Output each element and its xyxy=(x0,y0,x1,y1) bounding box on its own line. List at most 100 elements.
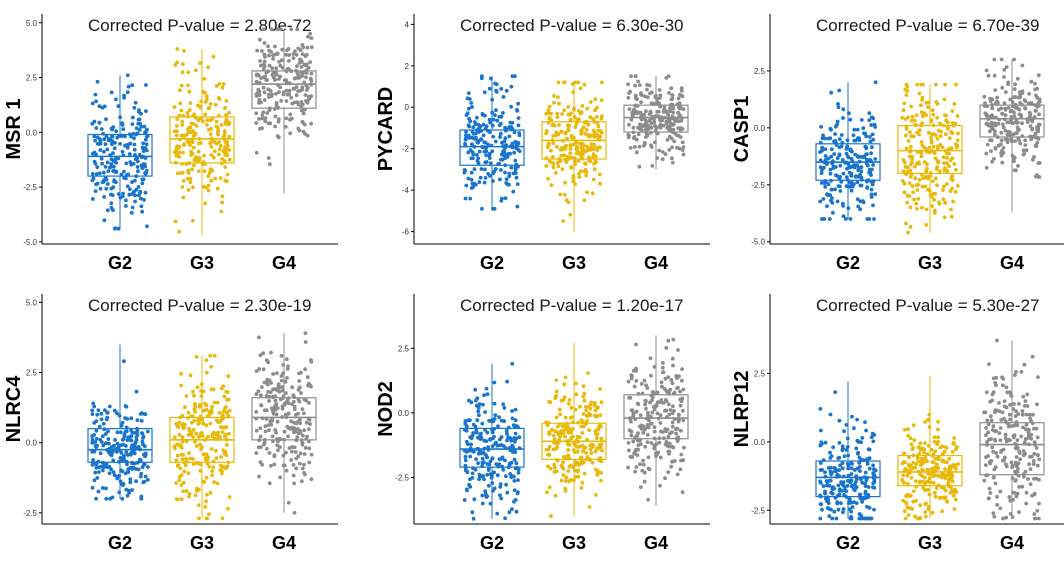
data-point xyxy=(117,490,122,495)
data-point xyxy=(649,145,654,149)
data-point xyxy=(209,136,214,141)
data-point xyxy=(190,137,195,142)
data-point xyxy=(194,431,199,436)
data-point xyxy=(100,161,104,166)
data-point xyxy=(92,134,97,139)
data-point xyxy=(303,367,307,372)
data-point xyxy=(992,132,997,137)
data-point xyxy=(1033,442,1037,447)
data-point xyxy=(217,82,222,86)
data-point xyxy=(471,125,476,130)
data-point xyxy=(119,172,124,177)
data-point xyxy=(827,514,832,518)
data-point xyxy=(629,74,633,79)
data-point xyxy=(1010,424,1015,428)
data-point xyxy=(254,428,259,433)
data-point xyxy=(993,146,998,151)
data-point xyxy=(562,382,567,387)
data-point xyxy=(828,450,832,455)
data-point xyxy=(485,472,490,477)
data-point xyxy=(102,170,106,175)
data-point xyxy=(642,123,647,128)
data-point xyxy=(99,156,104,161)
data-point xyxy=(469,442,473,447)
data-point xyxy=(130,488,135,492)
data-point xyxy=(941,123,946,128)
data-point xyxy=(950,479,955,484)
data-point xyxy=(679,88,684,93)
data-point xyxy=(498,131,503,136)
data-point xyxy=(195,385,200,389)
data-point xyxy=(513,170,517,175)
data-point xyxy=(999,418,1004,422)
data-point xyxy=(92,433,97,437)
data-point xyxy=(271,75,276,80)
data-point xyxy=(627,448,631,453)
data-point xyxy=(203,401,207,406)
data-point xyxy=(513,167,518,172)
data-point xyxy=(470,181,475,186)
data-point xyxy=(592,120,597,124)
data-point xyxy=(632,108,637,113)
data-point xyxy=(547,104,552,109)
data-point xyxy=(484,153,489,158)
data-point xyxy=(496,424,500,429)
data-point xyxy=(1015,125,1020,130)
data-point xyxy=(302,411,306,416)
chart-title: Corrected P-value = 6.70e-39 xyxy=(816,16,1040,35)
data-point xyxy=(301,120,305,125)
data-point xyxy=(546,447,551,452)
data-point xyxy=(272,462,277,467)
data-point xyxy=(998,426,1003,430)
data-point xyxy=(666,449,671,454)
data-point xyxy=(172,105,177,109)
data-point xyxy=(906,471,911,476)
data-point xyxy=(1013,104,1018,109)
data-point xyxy=(135,165,140,169)
data-point xyxy=(303,132,307,136)
data-point xyxy=(818,199,823,204)
data-point xyxy=(208,141,213,145)
data-point xyxy=(194,68,198,73)
data-point xyxy=(188,373,193,378)
data-point xyxy=(126,467,131,471)
data-point xyxy=(139,471,144,476)
data-point xyxy=(849,484,854,489)
data-point xyxy=(910,184,915,189)
data-point xyxy=(841,204,845,208)
data-point xyxy=(204,437,208,442)
data-point xyxy=(275,443,280,448)
data-point xyxy=(290,385,295,390)
y-tick-label: -6 xyxy=(402,228,410,237)
data-point xyxy=(599,436,604,441)
y-tick-label: 2.5 xyxy=(754,67,766,76)
data-point xyxy=(499,87,504,91)
data-point xyxy=(572,159,577,164)
data-point xyxy=(184,489,189,493)
data-point xyxy=(668,109,673,114)
data-point xyxy=(649,441,654,445)
data-point xyxy=(262,90,267,95)
data-point xyxy=(1027,91,1031,96)
data-point xyxy=(921,460,926,465)
data-point xyxy=(665,138,670,142)
chart-panel-3: 2.5 0.0 -2.5 -5.0 CASP1 Corrected P-value = 6… xyxy=(700,0,1064,280)
data-point xyxy=(1030,354,1035,359)
data-point xyxy=(987,362,991,366)
data-point xyxy=(124,204,128,208)
data-point xyxy=(908,130,912,135)
data-point xyxy=(950,474,955,479)
y-tick-label: 0.0 xyxy=(26,128,38,137)
data-point xyxy=(490,444,495,448)
data-point xyxy=(505,490,510,495)
data-point xyxy=(1024,148,1029,153)
data-point xyxy=(291,463,296,467)
data-point xyxy=(289,27,294,32)
data-point xyxy=(96,459,101,464)
data-point xyxy=(224,466,228,471)
data-point xyxy=(1000,160,1005,165)
data-point xyxy=(178,415,182,420)
data-point xyxy=(145,134,149,139)
data-point xyxy=(634,137,639,142)
